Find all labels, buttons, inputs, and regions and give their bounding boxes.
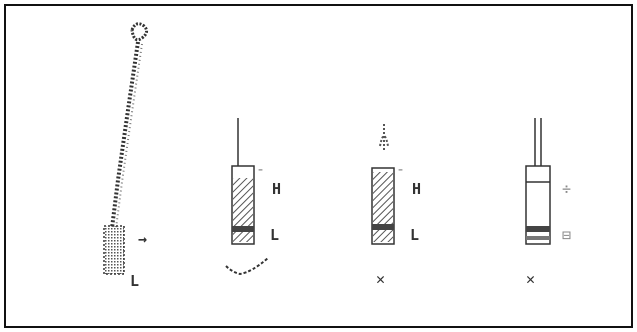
sample-b-band	[372, 224, 394, 230]
rope-with-loop: → L	[103, 22, 149, 290]
sample-b: - H L ✕	[371, 122, 421, 288]
sample-b-tick: -	[396, 160, 405, 178]
sample-a-H-label: H	[272, 180, 281, 198]
rope-base	[103, 225, 125, 275]
arrow-label: →	[138, 230, 147, 248]
sample-a-hatched	[233, 178, 253, 242]
rope-strand-2	[115, 43, 143, 229]
sample-a-tick: -	[256, 160, 265, 178]
sample-b-L-label: L	[410, 226, 419, 244]
sample-c-cross: ✕	[526, 270, 535, 288]
sample-b-H-label: H	[412, 180, 421, 198]
sample-c-label-bottom: ⊟	[562, 226, 571, 244]
sample-a-L-label: L	[270, 226, 279, 244]
sample-c: ÷ ⊟ ✕	[525, 118, 571, 288]
sample-b-hatched	[373, 172, 393, 242]
rope-L-label: L	[130, 272, 139, 290]
sample-a: - H L	[225, 118, 281, 276]
check-mark	[225, 257, 269, 276]
rope-strand	[110, 41, 140, 229]
sample-b-cross: ✕	[376, 270, 385, 288]
sample-c-label-top: ÷	[562, 180, 571, 198]
sample-c-band	[526, 226, 550, 232]
sample-c-band-2	[526, 236, 550, 240]
rope-loop	[130, 22, 149, 42]
sample-c-tube	[525, 165, 551, 245]
sample-a-band	[232, 226, 254, 232]
